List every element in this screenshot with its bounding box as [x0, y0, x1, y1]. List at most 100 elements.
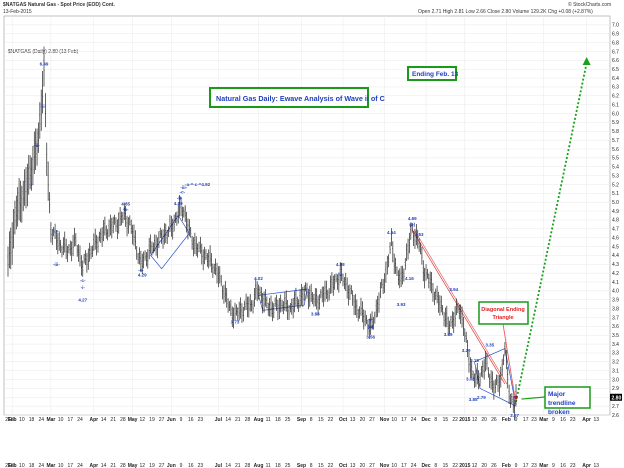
y-tick-label: 5.2 — [612, 182, 619, 188]
ending-triangle — [474, 348, 517, 407]
y-tick-label: 4.9 — [612, 209, 619, 215]
x-month-label-bottom: Aug — [254, 463, 264, 468]
wave-label: 3.93 — [397, 302, 406, 307]
x-day-label-bottom: 14 — [225, 463, 231, 468]
source-credit: © StockCharts.com — [568, 1, 611, 8]
wave-label: 4.29 — [138, 273, 147, 278]
x-day-label-bottom: 10 — [58, 463, 64, 468]
wave-label: 3.18 — [470, 358, 479, 363]
y-tick-label: 3.2 — [612, 360, 619, 366]
wave-label: 3.35 — [485, 343, 494, 348]
y-tick-label: 5.9 — [612, 120, 619, 126]
wave-label: 4.02 — [254, 276, 263, 281]
x-month-label-bottom: May — [128, 463, 138, 468]
wave-label: -b- — [123, 207, 129, 212]
x-day-label: 9 — [180, 417, 183, 423]
wave-label: 4.53 — [415, 232, 424, 237]
last-price-marker — [610, 393, 622, 401]
x-day-label: 18 — [29, 417, 35, 423]
x-day-label-bottom: 10 — [19, 463, 25, 468]
wave-label: 4.18 — [336, 262, 345, 267]
triangle-label-box: Diagonal Ending Triangle — [478, 301, 529, 325]
wave-label: -iv- — [53, 228, 60, 233]
y-tick-label: 4.5 — [612, 244, 619, 250]
x-month-label-bottom: Mar — [539, 463, 548, 468]
y-tick-label: 5.3 — [612, 173, 619, 179]
x-day-label: 25 — [285, 417, 291, 423]
wave-label: (a) — [368, 324, 374, 329]
red-trendline — [411, 229, 506, 385]
y-tick-label: 3.7 — [612, 315, 619, 321]
x-day-label-bottom: 21 — [235, 463, 241, 468]
x-day-label-bottom: 15 — [318, 463, 324, 468]
x-day-label: 23 — [198, 417, 204, 423]
y-tick-label: 7.0 — [612, 23, 619, 29]
x-day-label: 10 — [19, 417, 25, 423]
x-day-label-bottom: 16 — [560, 463, 566, 468]
x-month-label: Jul — [215, 417, 223, 423]
x-month-label: May — [128, 417, 138, 423]
wave-label: -i- — [29, 182, 34, 187]
y-tick-label: 6.4 — [612, 76, 619, 82]
y-tick-label: 3.1 — [612, 368, 619, 374]
x-day-label-bottom: 15 — [443, 463, 449, 468]
x-day-label: 15 — [443, 417, 449, 423]
y-tick-label: 6.5 — [612, 67, 619, 73]
x-day-label: 21 — [5, 417, 11, 423]
x-day-label-bottom: 27 — [369, 463, 375, 468]
chart-title: $NATGAS Natural Gas - Spot Price (EOD) C… — [3, 2, 115, 8]
x-day-label-bottom: 23 — [570, 463, 576, 468]
x-month-label: Feb — [502, 417, 511, 423]
forecast-arrowhead — [582, 56, 591, 65]
x-month-label: Dec — [421, 417, 430, 423]
wave-label: -iv- — [337, 272, 344, 277]
wave-label: 3.29 — [462, 348, 471, 353]
x-day-label: 27 — [369, 417, 375, 423]
wave-label: 3.88 — [311, 312, 320, 317]
wave-label: 4.69 — [408, 216, 417, 221]
x-day-label-bottom: 16 — [188, 463, 194, 468]
x-day-label: 23 — [531, 417, 537, 423]
ending-date-text: Ending Feb. 13 — [412, 71, 459, 78]
y-tick-label: 6.3 — [612, 85, 619, 91]
analysis-title-box: Natural Gas Daily: Ewave Analysis of Wav… — [209, 87, 385, 108]
x-day-label: 9 — [515, 417, 518, 423]
x-day-label-bottom: 23 — [198, 463, 204, 468]
y-tick-label: 2.6 — [612, 413, 619, 419]
y-tick-label: 5.7 — [612, 138, 619, 144]
x-month-label: Sep — [297, 417, 306, 423]
x-day-label: 18 — [275, 417, 281, 423]
x-day-label-bottom: 18 — [275, 463, 281, 468]
x-day-label-bottom: 22 — [452, 463, 458, 468]
wave-label: 4.85 — [121, 202, 130, 207]
x-month-label-bottom: Mar — [46, 463, 55, 468]
x-day-label-bottom: 14 — [101, 463, 107, 468]
plot-frame — [3, 15, 611, 416]
x-day-label-bottom: 12 — [139, 463, 145, 468]
x-day-label-bottom: 9 — [180, 463, 183, 468]
x-day-label: 21 — [235, 417, 241, 423]
x-day-label: 24 — [77, 417, 83, 423]
x-day-label-bottom: 8 — [310, 463, 313, 468]
wave-label: 4.16 — [405, 276, 414, 281]
wave-label: -i- — [81, 285, 86, 290]
y-tick-label: 5.5 — [612, 156, 619, 162]
x-day-label: 17 — [401, 417, 407, 423]
wave-label: 3.06 — [466, 376, 475, 381]
wave-label: -ii- — [34, 143, 40, 148]
x-day-label-bottom: 22 — [328, 463, 334, 468]
wave-label: 6.49 — [40, 62, 49, 67]
x-day-label-bottom: 27 — [9, 463, 15, 468]
x-month-label: Aug — [254, 417, 264, 423]
x-day-label-bottom: 18 — [29, 463, 35, 468]
wave-channel — [258, 288, 308, 311]
x-month-label: Apr — [582, 417, 591, 423]
wave-label: 4.27 — [78, 298, 87, 303]
x-day-label-bottom: 24 — [77, 463, 83, 468]
x-month-label: Apr — [90, 417, 99, 423]
x-day-label: 17 — [523, 417, 529, 423]
wave-label: -iii- — [53, 262, 60, 267]
x-day-label: 16 — [188, 417, 194, 423]
x-day-label: 14 — [225, 417, 231, 423]
y-tick-label: 6.0 — [612, 111, 619, 117]
